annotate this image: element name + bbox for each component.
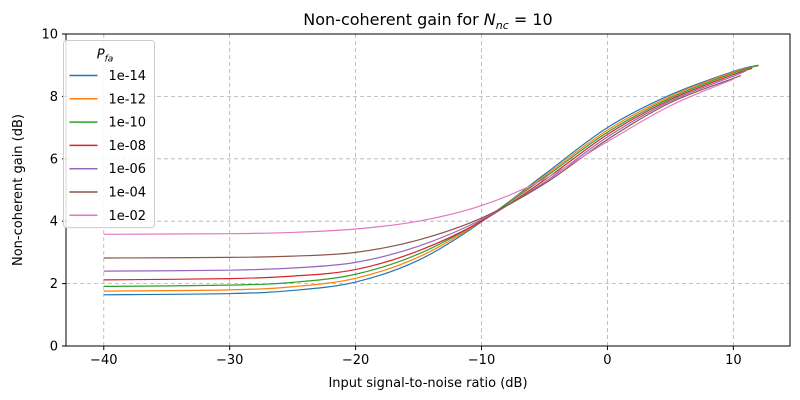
legend-title-sub: fa — [105, 55, 114, 65]
y-tick-label: 2 — [50, 277, 58, 292]
title-math-sub: nc — [496, 19, 509, 32]
legend-label: 1e-02 — [109, 209, 147, 224]
y-tick-label: 4 — [50, 215, 58, 230]
legend-item: 1e-10 — [69, 116, 147, 131]
series-line-1e-14 — [103, 64, 759, 296]
x-tick-label: −30 — [216, 353, 243, 368]
series-line-1e-04 — [103, 75, 742, 259]
x-tick-label: −10 — [468, 353, 495, 368]
y-axis-label: Non-coherent gain (dB) — [11, 114, 26, 266]
legend-label: 1e-06 — [109, 162, 147, 177]
x-tick-label: −20 — [342, 353, 369, 368]
x-tick-label: −40 — [90, 353, 117, 368]
legend-item: 1e-14 — [69, 69, 147, 84]
legend-title: Pfa — [97, 48, 114, 65]
legend-label: 1e-04 — [109, 186, 147, 201]
legend-item: 1e-02 — [69, 209, 147, 224]
legend-item: 1e-06 — [69, 162, 147, 177]
y-tick-label: 6 — [50, 152, 58, 167]
chart-title: Non-coherent gain for Nnc = 10 — [303, 10, 552, 32]
series-line-1e-08 — [103, 67, 753, 281]
legend: Pfa 1e-14 1e-12 1e-10 1e-08 1e-06 1e-04 1e-02 — [63, 40, 155, 229]
title-prefix: Non-coherent gain for — [303, 10, 484, 29]
legend-label: 1e-08 — [109, 139, 147, 154]
x-axis-ticks: −40 −30 −20 −10 0 10 — [90, 346, 742, 368]
plot-frame — [65, 33, 791, 347]
grid — [66, 33, 790, 347]
legend-label: 1e-14 — [109, 69, 147, 84]
x-axis-label: Input signal-to-noise ratio (dB) — [328, 376, 527, 391]
x-tick-label: 10 — [725, 353, 742, 368]
title-suffix: = 10 — [509, 10, 553, 29]
series-line-1e-02 — [103, 78, 734, 235]
x-tick-label: 0 — [603, 353, 611, 368]
legend-item: 1e-12 — [69, 92, 147, 107]
legend-items: 1e-14 1e-12 1e-10 1e-08 1e-06 1e-04 1e-02 — [69, 69, 147, 224]
legend-label: 1e-10 — [109, 116, 147, 131]
legend-item: 1e-08 — [69, 139, 147, 154]
legend-item: 1e-04 — [69, 186, 147, 201]
legend-label: 1e-12 — [109, 92, 147, 107]
series-line-1e-06 — [103, 70, 747, 272]
legend-title-main: P — [97, 48, 105, 63]
y-tick-label: 0 — [50, 340, 58, 355]
title-math: N — [484, 10, 496, 29]
legend-box — [63, 40, 155, 229]
y-tick-label: 10 — [41, 28, 58, 43]
y-tick-label: 8 — [50, 90, 58, 105]
y-axis-ticks: 0 2 4 6 8 10 — [41, 28, 66, 355]
series-lines — [103, 64, 759, 296]
